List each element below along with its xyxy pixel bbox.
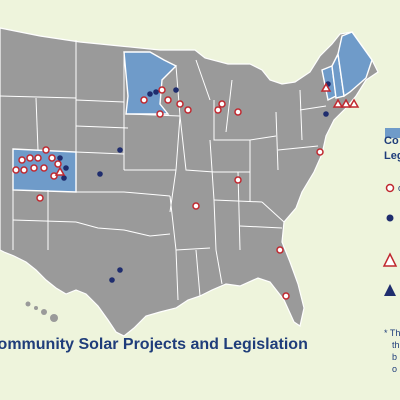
state-boundaries [0, 40, 327, 301]
marker-filled-circle [61, 175, 67, 181]
marker-open-triangle [320, 82, 332, 92]
marker-open-circle [276, 246, 284, 254]
marker-open-triangle [340, 98, 352, 108]
legend-swatch [385, 128, 400, 138]
marker-open-circle [20, 166, 28, 174]
marker-open-circle [164, 96, 172, 104]
marker-open-triangle [332, 98, 344, 108]
marker-open-circle [140, 96, 148, 104]
footnote-line1: * Th [384, 328, 400, 338]
marker-open-circle [34, 154, 42, 162]
footnote-line3: b [392, 352, 398, 362]
marker-open-circle [26, 154, 34, 162]
us-landmass [0, 27, 379, 337]
legend-filled-circle-icon [386, 214, 394, 222]
open-circle-markers [12, 86, 324, 300]
marker-filled-circle [173, 87, 179, 93]
marker-filled-circle [109, 277, 115, 283]
footnote-line2: th [392, 340, 400, 350]
legend-open-circle-icon [385, 183, 395, 193]
marker-open-circle [214, 106, 222, 114]
marker-open-circle [192, 202, 200, 210]
legend-open-circle-label: o [398, 183, 400, 193]
marker-open-circle [40, 164, 48, 172]
marker-open-circle [36, 194, 44, 202]
marker-open-circle [42, 146, 50, 154]
state-maine [337, 31, 373, 98]
marker-filled-circle [117, 267, 123, 273]
marker-open-triangle [348, 98, 360, 108]
marker-open-triangle [54, 166, 66, 176]
footnote-line4: o [392, 364, 398, 374]
open-triangle-markers [54, 82, 360, 176]
filled-circle-markers [57, 81, 331, 283]
map-title: Community Solar Projects and Legislation [0, 336, 308, 353]
marker-open-circle [316, 148, 324, 156]
marker-filled-circle [57, 155, 63, 161]
marker-open-circle [234, 108, 242, 116]
marker-open-circle [282, 292, 290, 300]
marker-open-circle [184, 106, 192, 114]
marker-open-circle [158, 86, 166, 94]
legend-label-line1: Co [384, 135, 399, 147]
marker-filled-circle [97, 171, 103, 177]
marker-open-circle [218, 100, 226, 108]
marker-open-circle [12, 166, 20, 174]
marker-open-circle [54, 160, 62, 168]
legend-open-triangle-icon [382, 252, 398, 267]
marker-filled-circle [153, 89, 159, 95]
marker-open-circle [156, 110, 164, 118]
marker-filled-circle [323, 111, 329, 117]
legend-filled-triangle-icon [384, 284, 396, 296]
marker-open-circle [48, 154, 56, 162]
marker-open-circle [176, 100, 184, 108]
hawaii-islands [25, 301, 58, 322]
marker-filled-circle [117, 147, 123, 153]
marker-open-circle [30, 164, 38, 172]
marker-filled-circle [147, 91, 153, 97]
marker-filled-circle [63, 165, 69, 171]
marker-open-circle [234, 176, 242, 184]
marker-open-circle [18, 156, 26, 164]
legend-label-line2: Leg [384, 150, 400, 162]
